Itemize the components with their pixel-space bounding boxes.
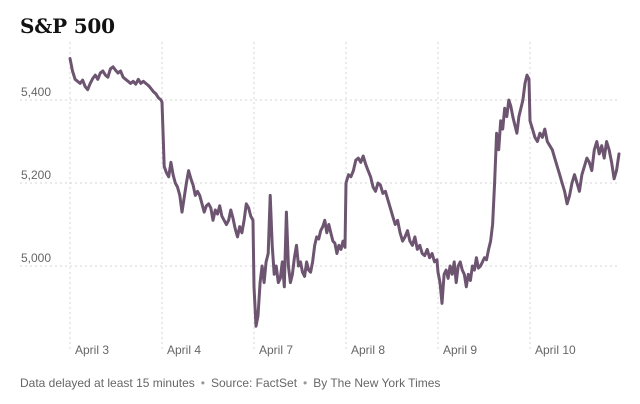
y-tick-label: 5,400 [21,85,51,99]
chart-footer: Data delayed at least 15 minutes • Source:… [20,376,440,390]
x-tick-label: April 3 [75,343,109,357]
source-note: Source: FactSet [210,376,298,390]
x-axis-ticks: April 3 April 4 April 7 April 8 April 9 April… [75,343,576,357]
footer-separator: • [303,376,308,390]
delay-note: Data delayed at least 15 minutes [20,376,195,390]
y-tick-label: 5,200 [21,168,51,182]
footer-separator: • [200,376,205,390]
y-axis-ticks: 5,000 5,200 5,400 [21,85,51,265]
series-lines [68,57,621,328]
x-tick-label: April 8 [351,343,385,357]
x-tick-label: April 9 [443,343,477,357]
x-tick-label: April 7 [259,343,293,357]
chart-title: S&P 500 [20,14,115,38]
y-tick-label: 5,000 [21,251,51,265]
credit-note: By The New York Times [313,376,441,390]
grid-lines [20,42,620,350]
x-tick-label: April 4 [167,343,201,357]
price-line-series-1 [68,57,621,328]
x-tick-label: April 10 [535,343,576,357]
